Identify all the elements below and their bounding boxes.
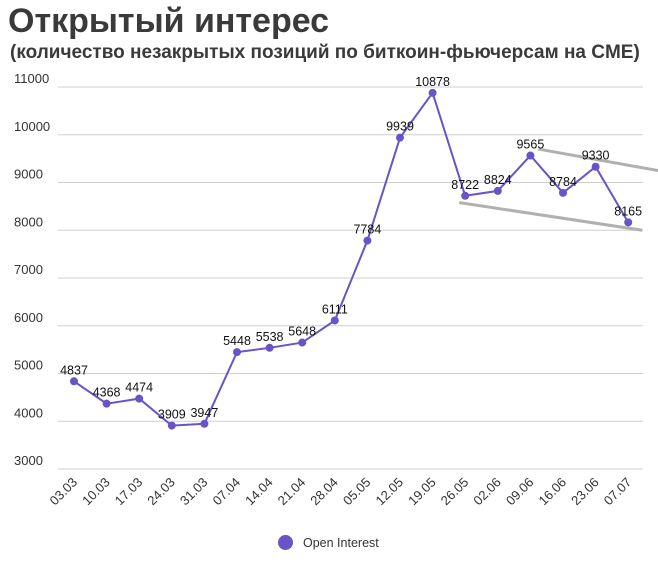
data-point xyxy=(396,133,404,142)
x-tick-label: 07.07 xyxy=(601,475,635,509)
x-tick-label: 17.03 xyxy=(112,475,146,509)
x-axis-ticks: 03.0310.0317.0324.0331.0307.0414.0421.04… xyxy=(47,475,635,509)
x-tick-label: 10.03 xyxy=(79,475,113,509)
data-point xyxy=(624,218,633,227)
data-label: 3947 xyxy=(190,406,218,420)
data-labels: 4837 4368 4474 3909 3947 5448 5538 5648 6111 7784… xyxy=(60,75,642,422)
legend-label-open-interest: Open Interest xyxy=(303,535,379,550)
data-point xyxy=(200,419,209,428)
data-label: 4474 xyxy=(125,381,153,395)
data-point xyxy=(233,348,241,357)
data-point xyxy=(167,421,176,430)
series-line-open-interest xyxy=(73,90,630,427)
trend-channel-upper xyxy=(538,147,658,173)
gridlines xyxy=(58,86,643,470)
x-tick-label: 03.03 xyxy=(47,475,81,509)
data-point xyxy=(70,377,78,386)
x-tick-label: 24.03 xyxy=(144,475,178,509)
x-tick-label: 26.05 xyxy=(438,475,472,509)
data-points xyxy=(70,88,633,430)
legend: Open Interest xyxy=(278,535,379,550)
data-label: 8824 xyxy=(484,173,512,187)
y-tick-label: 11000 xyxy=(14,71,49,86)
data-point xyxy=(493,186,502,195)
y-tick-label: 3000 xyxy=(14,453,43,468)
data-point xyxy=(363,236,372,245)
data-label: 4368 xyxy=(93,386,121,400)
data-label: 9939 xyxy=(386,120,414,134)
y-axis-ticks: 3000 4000 5000 6000 7000 8000 9000 10000 11000 xyxy=(14,71,50,468)
x-tick-label: 14.04 xyxy=(242,475,276,509)
chart-subtitle: (количество незакрытых позиций по биткои… xyxy=(10,42,640,63)
data-point xyxy=(559,188,567,197)
y-tick-label: 7000 xyxy=(14,262,43,277)
trend-channel-lower xyxy=(458,201,643,232)
data-label: 6111 xyxy=(322,302,348,316)
legend-swatch-open-interest xyxy=(278,535,293,550)
data-label: 8722 xyxy=(451,178,479,192)
data-point xyxy=(298,338,307,347)
x-tick-label: 05.05 xyxy=(340,475,374,509)
x-tick-label: 02.06 xyxy=(470,475,504,509)
y-tick-label: 4000 xyxy=(14,405,43,420)
data-label: 5648 xyxy=(288,325,316,339)
y-tick-label: 9000 xyxy=(14,167,43,182)
x-tick-label: 07.04 xyxy=(210,475,244,509)
x-tick-label: 28.04 xyxy=(307,475,341,509)
y-tick-label: 8000 xyxy=(14,214,43,229)
data-label: 9330 xyxy=(582,149,610,163)
chart-title: Открытый интерес xyxy=(8,2,330,40)
data-point xyxy=(102,399,111,408)
x-tick-label: 19.05 xyxy=(405,475,439,509)
data-label: 8165 xyxy=(614,204,642,218)
x-tick-label: 16.06 xyxy=(536,475,570,509)
x-tick-label: 12.05 xyxy=(373,475,407,509)
series-line xyxy=(73,90,630,427)
data-label: 4837 xyxy=(60,363,88,377)
data-point xyxy=(330,316,339,325)
data-label: 9565 xyxy=(516,138,544,152)
x-tick-label: 23.06 xyxy=(568,475,602,509)
data-point xyxy=(265,343,274,352)
data-label: 7784 xyxy=(353,223,381,237)
data-point xyxy=(591,162,600,171)
data-label: 10878 xyxy=(415,75,450,89)
data-label: 3909 xyxy=(158,408,186,422)
y-tick-label: 10000 xyxy=(14,119,50,134)
data-label: 5448 xyxy=(223,334,251,348)
y-tick-label: 5000 xyxy=(14,358,43,373)
data-point xyxy=(461,191,470,200)
data-label: 8784 xyxy=(549,175,577,189)
trend-channel xyxy=(458,147,658,232)
x-tick-label: 31.03 xyxy=(177,475,211,509)
data-label: 5538 xyxy=(256,330,284,344)
data-point xyxy=(428,88,437,97)
x-tick-label: 09.06 xyxy=(503,475,537,509)
y-tick-label: 6000 xyxy=(14,310,43,325)
x-tick-label: 21.04 xyxy=(275,475,309,509)
data-point xyxy=(135,394,144,403)
data-point xyxy=(526,151,535,160)
